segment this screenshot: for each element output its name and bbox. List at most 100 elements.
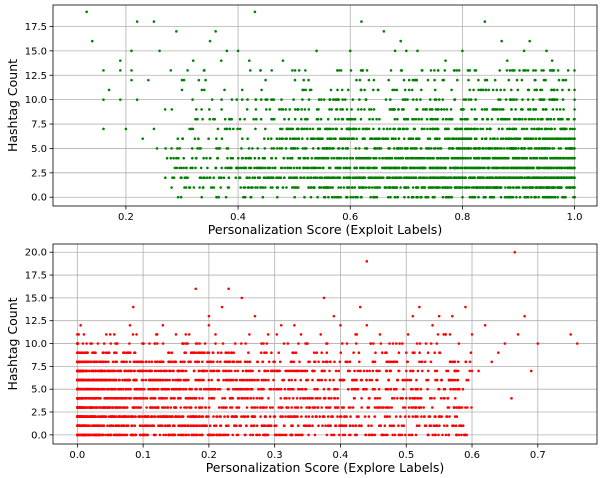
data-point bbox=[164, 176, 167, 179]
data-point bbox=[370, 108, 373, 111]
data-point bbox=[358, 186, 362, 189]
data-point bbox=[130, 424, 133, 428]
data-point bbox=[537, 166, 540, 170]
data-point bbox=[306, 176, 309, 179]
data-point bbox=[340, 88, 344, 92]
data-point bbox=[394, 137, 397, 140]
data-point bbox=[357, 424, 361, 428]
data-point bbox=[527, 108, 530, 111]
data-point bbox=[300, 108, 304, 111]
data-point bbox=[339, 137, 342, 140]
data-point bbox=[299, 176, 303, 179]
data-point bbox=[423, 424, 427, 428]
data-point bbox=[123, 433, 127, 437]
data-point bbox=[528, 147, 531, 150]
data-point bbox=[376, 397, 379, 400]
data-point bbox=[109, 387, 113, 391]
data-point bbox=[566, 186, 570, 189]
data-point bbox=[312, 186, 315, 189]
data-point bbox=[520, 156, 524, 160]
data-point bbox=[446, 156, 450, 160]
data-point bbox=[334, 369, 338, 373]
data-point bbox=[290, 369, 294, 373]
data-point bbox=[309, 186, 313, 189]
data-point bbox=[203, 69, 206, 72]
data-point bbox=[283, 176, 286, 179]
data-point bbox=[353, 166, 357, 170]
data-point bbox=[224, 424, 228, 428]
data-point bbox=[140, 415, 144, 418]
data-point bbox=[198, 186, 201, 189]
data-point bbox=[364, 186, 368, 189]
data-point bbox=[205, 415, 208, 418]
data-point bbox=[441, 78, 445, 82]
data-point bbox=[519, 166, 523, 170]
data-point bbox=[421, 186, 425, 189]
data-point bbox=[369, 342, 372, 345]
data-point bbox=[245, 108, 249, 111]
data-point bbox=[477, 156, 481, 160]
data-point bbox=[219, 176, 223, 180]
data-point bbox=[158, 433, 162, 437]
data-point bbox=[294, 137, 298, 140]
data-point bbox=[462, 433, 466, 437]
data-point bbox=[112, 397, 115, 400]
data-point bbox=[230, 369, 233, 373]
data-point bbox=[486, 117, 490, 121]
data-point bbox=[501, 137, 505, 140]
data-point bbox=[394, 415, 398, 418]
data-point bbox=[484, 137, 487, 140]
data-point bbox=[105, 333, 108, 336]
data-point bbox=[313, 360, 317, 364]
data-point bbox=[288, 108, 292, 111]
data-point bbox=[310, 156, 314, 160]
data-point bbox=[209, 156, 212, 160]
data-point bbox=[441, 186, 444, 189]
data-point bbox=[246, 137, 249, 140]
data-point bbox=[451, 387, 455, 391]
data-point bbox=[160, 406, 164, 409]
data-point bbox=[473, 176, 476, 179]
data-point bbox=[293, 147, 297, 150]
points bbox=[76, 250, 579, 437]
data-point bbox=[164, 147, 167, 150]
data-point bbox=[351, 156, 355, 160]
data-point bbox=[187, 397, 191, 400]
data-point bbox=[216, 360, 219, 364]
data-point bbox=[130, 78, 133, 82]
data-point bbox=[402, 78, 406, 82]
data-point bbox=[555, 137, 559, 140]
data-point bbox=[326, 137, 329, 140]
data-point bbox=[441, 195, 445, 199]
data-point bbox=[459, 108, 463, 111]
data-point bbox=[571, 127, 574, 131]
data-point bbox=[411, 415, 415, 418]
data-point bbox=[449, 108, 453, 111]
data-point bbox=[168, 424, 171, 428]
data-point bbox=[453, 127, 457, 131]
data-point bbox=[383, 424, 387, 428]
data-point bbox=[198, 397, 201, 400]
data-point bbox=[186, 176, 189, 179]
data-point bbox=[173, 360, 177, 364]
data-point bbox=[281, 186, 285, 189]
data-point bbox=[208, 108, 211, 111]
data-point bbox=[477, 78, 480, 82]
data-point bbox=[489, 176, 492, 179]
data-point bbox=[261, 406, 265, 409]
data-point bbox=[386, 387, 390, 391]
data-point bbox=[386, 156, 390, 160]
data-point bbox=[374, 351, 377, 355]
data-point bbox=[175, 166, 179, 170]
data-point bbox=[476, 176, 480, 179]
data-point bbox=[183, 186, 186, 189]
data-point bbox=[388, 186, 391, 189]
data-point bbox=[259, 406, 262, 409]
data-point bbox=[392, 108, 395, 111]
data-point bbox=[433, 88, 437, 92]
data-point bbox=[365, 369, 369, 373]
data-point bbox=[225, 147, 229, 150]
data-point bbox=[308, 397, 311, 400]
data-point bbox=[342, 166, 346, 170]
data-point bbox=[214, 166, 217, 170]
